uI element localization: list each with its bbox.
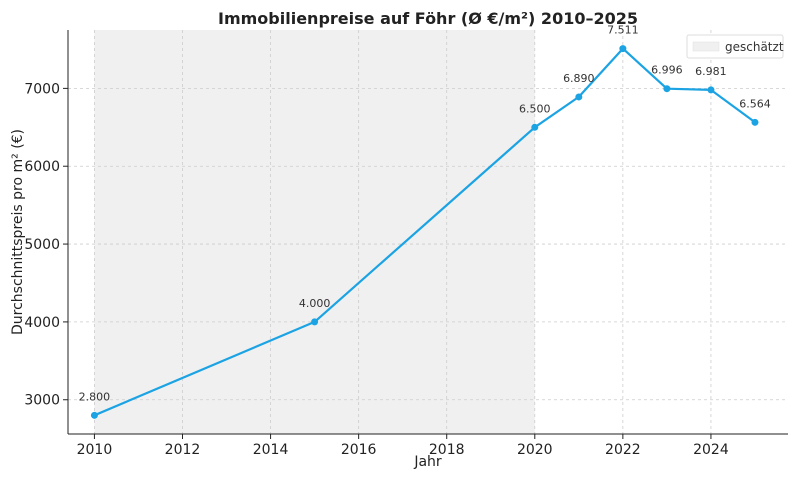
- data-label: 6.996: [651, 64, 683, 77]
- y-tick-label: 6000: [24, 159, 60, 175]
- data-label: 6.564: [739, 97, 771, 110]
- y-axis-label: Durchschnittspreis pro m² (€): [10, 129, 26, 335]
- data-point: [531, 123, 539, 131]
- y-tick-label: 4000: [24, 315, 60, 331]
- data-point: [575, 93, 583, 101]
- data-label: 7.511: [607, 24, 639, 37]
- data-point: [90, 411, 98, 419]
- data-label: 6.500: [519, 102, 551, 115]
- data-point: [707, 86, 715, 94]
- x-tick-label: 2014: [253, 442, 289, 458]
- data-point: [619, 45, 627, 53]
- y-tick-label: 7000: [24, 81, 60, 97]
- data-point: [663, 85, 671, 93]
- legend-box: [686, 34, 784, 59]
- y-tick-label: 3000: [24, 393, 60, 409]
- data-label: 6.981: [695, 65, 727, 78]
- chart-title: Immobilienpreise auf Föhr (Ø €/m²) 2010–…: [218, 9, 638, 28]
- data-point: [751, 118, 759, 126]
- y-tick-label: 5000: [24, 237, 60, 253]
- data-label: 2.800: [79, 390, 111, 403]
- x-axis-label: Jahr: [413, 454, 442, 470]
- x-tick-label: 2024: [693, 442, 729, 458]
- legend-swatch: [692, 41, 720, 52]
- legend-label: geschätzt: [725, 40, 784, 54]
- x-tick-label: 2016: [341, 442, 377, 458]
- x-tick-label: 2020: [517, 442, 553, 458]
- x-tick-label: 2022: [605, 442, 641, 458]
- price-line: [93, 47, 756, 417]
- estimated-region: [94, 30, 535, 434]
- x-tick-label: 2012: [165, 442, 201, 458]
- data-label: 4.000: [299, 297, 331, 310]
- x-tick-label: 2010: [77, 442, 113, 458]
- data-point: [311, 318, 319, 326]
- data-label: 6.890: [563, 72, 595, 85]
- x-tick-label: 2018: [429, 442, 465, 458]
